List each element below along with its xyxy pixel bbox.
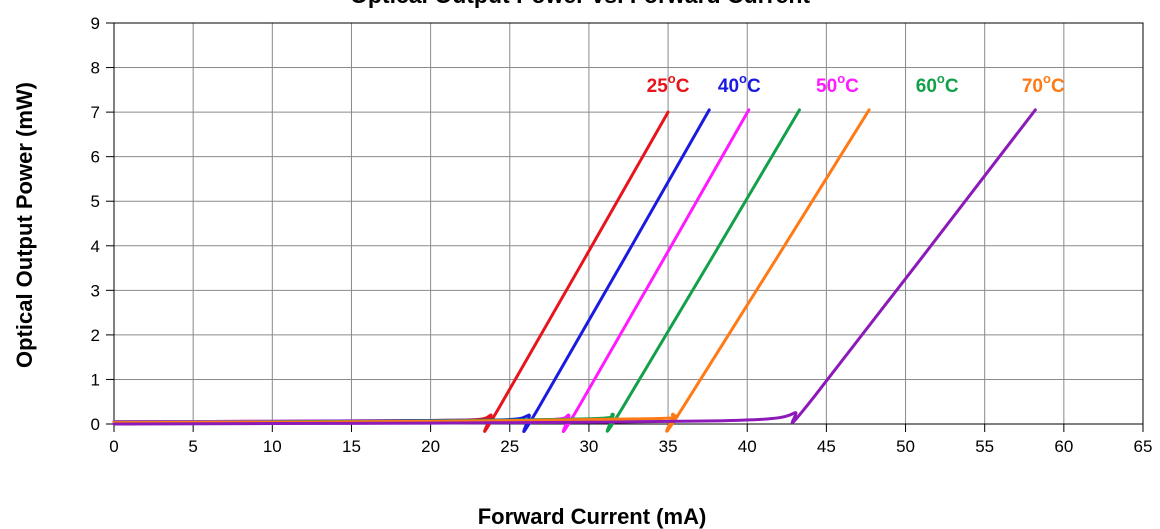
plot-frame bbox=[113, 22, 1144, 425]
y-tick-label: 4 bbox=[91, 237, 100, 256]
x-tick-label: 30 bbox=[579, 437, 598, 456]
y-tick-label: 9 bbox=[91, 14, 100, 33]
series-line-4 bbox=[112, 108, 871, 433]
x-tick-label: 5 bbox=[188, 437, 197, 456]
x-tick-label: 10 bbox=[263, 437, 282, 456]
x-tick-label: 55 bbox=[975, 437, 994, 456]
series-label-0: 25oC bbox=[647, 71, 690, 97]
x-tick-label: 45 bbox=[817, 437, 836, 456]
x-tick-label: 65 bbox=[1134, 437, 1153, 456]
series-line-1 bbox=[112, 108, 711, 434]
y-tick-label: 3 bbox=[91, 281, 100, 300]
x-tick-label: 40 bbox=[738, 437, 757, 456]
y-tick-label: 8 bbox=[91, 59, 100, 78]
series-line-2 bbox=[112, 108, 751, 434]
x-tick-label: 35 bbox=[659, 437, 678, 456]
series-line-5 bbox=[112, 108, 1037, 426]
y-tick-label: 0 bbox=[91, 415, 100, 434]
series bbox=[112, 108, 1037, 434]
y-tick-label: 2 bbox=[91, 326, 100, 345]
x-tick-label: 0 bbox=[109, 437, 118, 456]
series-label-4: 70oC bbox=[1022, 71, 1065, 97]
series-labels: 25oC40oC50oC60oC70oC85oC bbox=[647, 71, 1065, 97]
x-tick-label: 25 bbox=[500, 437, 519, 456]
series-line-0 bbox=[112, 110, 670, 433]
y-tick-label: 5 bbox=[91, 192, 100, 211]
x-axis-title: Forward Current (mA) bbox=[478, 504, 707, 529]
chart-title: Optical Output Power vs. Forward Current bbox=[350, 0, 810, 8]
y-tick-label: 6 bbox=[91, 148, 100, 167]
y-tick-label: 7 bbox=[91, 103, 100, 122]
y-tick-label: 1 bbox=[91, 370, 100, 389]
series-label-2: 50oC bbox=[816, 71, 859, 97]
x-tick-label: 60 bbox=[1054, 437, 1073, 456]
grid bbox=[114, 23, 1143, 424]
y-axis-title: Optical Output Power (mW) bbox=[12, 82, 37, 368]
x-tick-label: 50 bbox=[896, 437, 915, 456]
series-label-3: 60oC bbox=[916, 71, 959, 97]
x-tick-label: 15 bbox=[342, 437, 361, 456]
series-label-1: 40oC bbox=[718, 71, 761, 97]
x-tick-label: 20 bbox=[421, 437, 440, 456]
